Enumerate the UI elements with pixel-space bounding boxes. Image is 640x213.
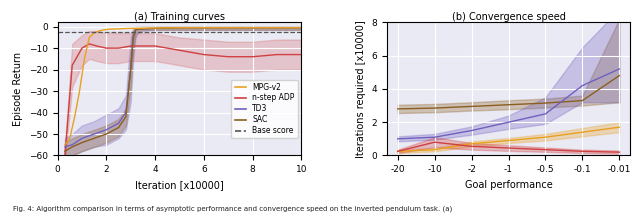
Legend: MPG-v2, n-step ADP, TD3, SAC, Base score: MPG-v2, n-step ADP, TD3, SAC, Base score — [232, 79, 298, 138]
Y-axis label: Iterations required [x10000]: Iterations required [x10000] — [356, 20, 365, 158]
Title: (b) Convergence speed: (b) Convergence speed — [452, 12, 566, 22]
Y-axis label: Episode Return: Episode Return — [13, 52, 23, 126]
X-axis label: Iteration [x10000]: Iteration [x10000] — [135, 180, 224, 190]
X-axis label: Goal performance: Goal performance — [465, 180, 552, 190]
Text: Fig. 4: Algorithm comparison in terms of asymptotic performance and convergence : Fig. 4: Algorithm comparison in terms of… — [13, 205, 452, 212]
Title: (a) Training curves: (a) Training curves — [134, 12, 225, 22]
